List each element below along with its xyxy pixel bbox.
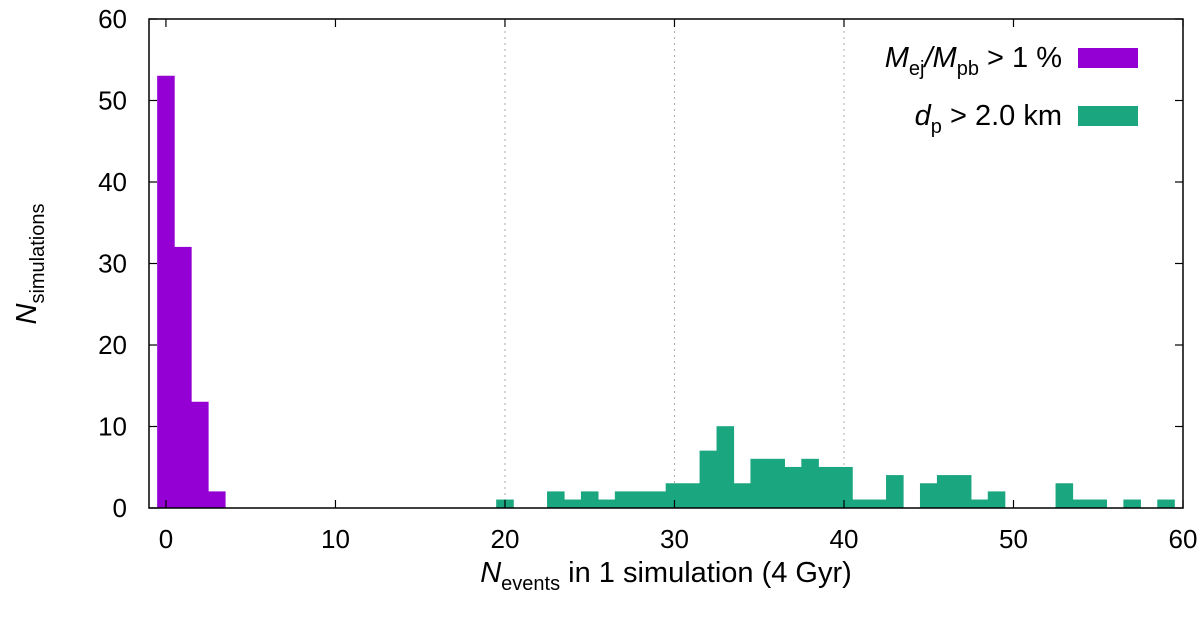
- bar-series-2: [716, 426, 735, 509]
- legend-swatch-series-1: [1078, 48, 1138, 68]
- bar-series-2: [682, 483, 701, 509]
- y-tick-label: 20: [98, 330, 127, 360]
- y-tick-label: 50: [98, 86, 127, 116]
- bar-series-2: [1123, 499, 1141, 509]
- bar-series-2: [970, 499, 989, 509]
- grid-lines: [504, 19, 845, 508]
- legend: Mej/Mpb > 1 % dp > 2.0 km: [885, 42, 1138, 138]
- bars: [157, 75, 1175, 509]
- plot-frame: [148, 18, 1184, 509]
- x-tick-label: 30: [660, 524, 689, 554]
- bar-series-2: [987, 491, 1006, 509]
- y-tick-label: 60: [98, 4, 127, 34]
- x-tick-label: 10: [321, 524, 350, 554]
- bar-series-2: [919, 483, 938, 509]
- bar-series-2: [1055, 483, 1074, 509]
- bar-series-2: [1072, 499, 1091, 509]
- bar-series-2: [631, 491, 650, 509]
- legend-label-series-1: Mej/Mpb > 1 %: [885, 42, 1062, 80]
- bar-series-2: [801, 458, 819, 509]
- bar-series-2: [784, 466, 802, 509]
- x-tick-label: 40: [830, 524, 859, 554]
- legend-label-series-2: dp > 2.0 km: [915, 100, 1062, 138]
- bar-series-2: [852, 499, 870, 509]
- x-tick-label: 20: [491, 524, 520, 554]
- x-tick-label: 50: [999, 524, 1028, 554]
- bar-series-2: [886, 475, 904, 509]
- bar-series-1: [174, 246, 192, 509]
- bar-series-2: [750, 458, 769, 509]
- bar-series-2: [953, 475, 972, 509]
- axis-ticks: 0 10 20 30 40 50 60 0 10 20 30 40 50 60: [98, 4, 1197, 554]
- y-tick-label: 0: [113, 493, 127, 523]
- bar-series-2: [547, 491, 565, 509]
- bar-series-2: [563, 499, 582, 509]
- bar-series-2: [733, 483, 752, 509]
- bar-series-2: [869, 499, 887, 509]
- bar-series-2: [597, 499, 616, 509]
- bar-series-1: [208, 491, 226, 509]
- bar-series-2: [614, 491, 633, 509]
- bar-series-2: [1089, 499, 1108, 509]
- bar-series-1: [191, 401, 209, 509]
- y-tick-label: 40: [98, 167, 127, 197]
- bar-series-1: [157, 75, 175, 509]
- bar-series-2: [648, 491, 667, 509]
- bar-series-2: [767, 458, 785, 509]
- x-tick-label: 0: [159, 524, 173, 554]
- bar-series-2: [580, 491, 599, 509]
- y-tick-label: 30: [98, 249, 127, 279]
- y-axis-label: Nsimulations: [11, 204, 49, 325]
- bar-series-2: [1157, 499, 1175, 509]
- x-tick-label: 60: [1169, 524, 1198, 554]
- bar-series-2: [818, 466, 836, 509]
- legend-swatch-series-2: [1078, 106, 1138, 126]
- bar-series-2: [699, 450, 718, 509]
- bar-series-2: [936, 475, 955, 509]
- y-tick-label: 10: [98, 412, 127, 442]
- x-axis-label: Nevents in 1 simulation (4 Gyr): [480, 557, 852, 595]
